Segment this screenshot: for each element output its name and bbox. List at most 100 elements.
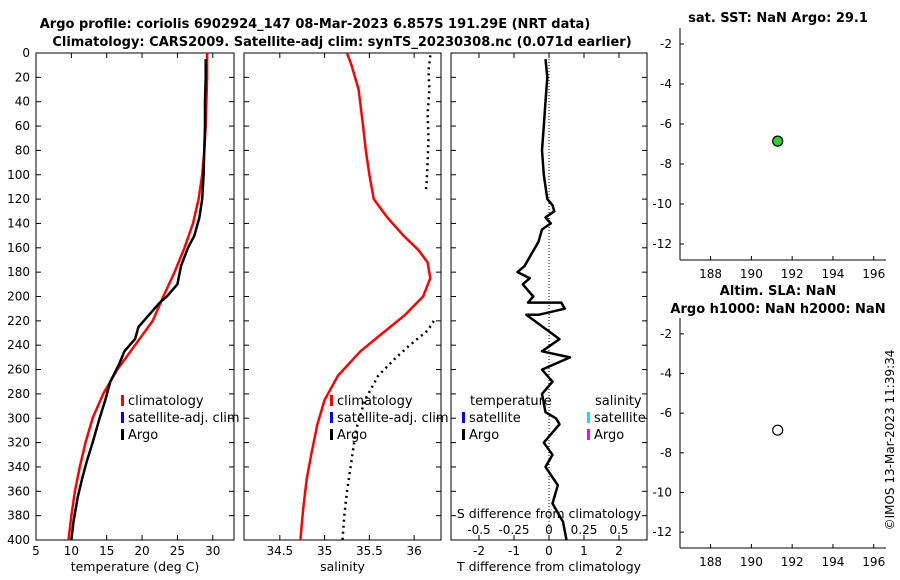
- temperature-xtick-label: 5: [32, 544, 40, 558]
- temperature-ytick-label: 360: [7, 484, 30, 498]
- difference-xtick-label: -2: [473, 544, 485, 558]
- difference-legend-t-satellite-swatch: [462, 412, 465, 423]
- temperature-ytick-label: 180: [7, 265, 30, 279]
- temperature-legend-climatology-label: climatology: [128, 394, 204, 409]
- salinity-xtick-label: 34.5: [266, 544, 293, 558]
- difference-legend-t-argo-label: Argo: [469, 428, 499, 443]
- p-sst-ytick-label: -4: [660, 77, 672, 91]
- difference-legend-s-satellite-label: satellite: [594, 411, 646, 426]
- temperature-ytick-label: 80: [15, 143, 30, 157]
- salinity-xtick-label: 35: [317, 544, 332, 558]
- figure-title-line2: Climatology: CARS2009. Satellite-adj cli…: [52, 35, 631, 50]
- temperature-ytick-label: 280: [7, 387, 30, 401]
- temperature-legend-satellite-swatch: [121, 412, 124, 423]
- p-sst-ytick-label: -10: [652, 197, 672, 211]
- salinity-climatology-line: [299, 52, 432, 541]
- difference-s-tick-label: -0.5: [467, 523, 490, 537]
- salinity-argo-line-upper: [424, 55, 432, 194]
- p-sla-xtick-label: 188: [699, 555, 722, 569]
- p-sla-point: [772, 424, 784, 436]
- temperature-ytick-label: 340: [7, 460, 30, 474]
- difference-xtick-label: -1: [508, 544, 520, 558]
- difference-legend-salinity-title: salinity: [595, 394, 642, 409]
- sst-map-panel: -2 -4 -6 -8 -10 -12 188 190 192 194 196 sat. SST: N…: [652, 11, 886, 281]
- difference-legend-s-argo-swatch: [587, 429, 590, 440]
- salinity-panel: 34.5 35 35.5 36 salinity climatology satellite…: [243, 52, 449, 574]
- p-sla-ytick-label: -2: [660, 327, 672, 341]
- p-sst-title: sat. SST: NaN Argo: 29.1: [688, 11, 868, 26]
- difference-legend-t-satellite-label: satellite: [469, 411, 521, 426]
- p-sst-xtick-label: 190: [740, 267, 763, 281]
- difference-xtick-label: 0: [545, 544, 553, 558]
- difference-s-tick-label: 0.25: [571, 523, 598, 537]
- p-sst-xtick-label: 194: [822, 267, 845, 281]
- p-sla-title: Argo h1000: NaN h2000: NaN: [670, 302, 885, 317]
- p-sla-xtick-label: 192: [781, 555, 804, 569]
- p-sla-ytick-label: -12: [652, 525, 672, 539]
- temperature-ytick-label: 240: [7, 338, 30, 352]
- salinity-legend-climatology-label: climatology: [337, 394, 413, 409]
- temperature-climatology-line: [67, 53, 209, 541]
- difference-s-tick-label: 0.5: [609, 523, 628, 537]
- temperature-ytick-label: 200: [7, 290, 30, 304]
- temperature-xlabel: temperature (deg C): [71, 559, 200, 574]
- p-sst-xtick-label: 188: [699, 267, 722, 281]
- p-sla-title: Altim. SLA: NaN: [720, 284, 836, 299]
- difference-panel: -2 -1 0 1 2T difference from climatology S di…: [450, 52, 648, 574]
- temperature-xtick-label: 15: [99, 544, 114, 558]
- temperature-ytick-label: 160: [7, 241, 30, 255]
- difference-legend-s-satellite-swatch: [587, 412, 590, 423]
- temperature-legend-climatology-swatch: [121, 395, 124, 406]
- temperature-ytick-label: 140: [7, 216, 30, 230]
- temperature-ytick-label: 320: [7, 436, 30, 450]
- p-sst-xtick-label: 196: [862, 267, 885, 281]
- temperature-legend-argo-label: Argo: [128, 428, 158, 443]
- salinity-frame: [243, 52, 442, 541]
- p-sla-ytick-label: -6: [660, 406, 672, 420]
- difference-s-xlabel: S difference from climatology: [457, 506, 642, 521]
- p-sla-ytick-label: -10: [652, 485, 672, 499]
- timestamp: ©IMOS 13-Mar-2023 11:39:34: [883, 350, 897, 531]
- p-sla-xtick-label: 190: [740, 555, 763, 569]
- p-sla-ytick-label: -4: [660, 367, 672, 381]
- salinity-legend-climatology-swatch: [330, 395, 333, 406]
- difference-s-tick-label: 0: [545, 523, 553, 537]
- p-sst-point: [772, 135, 784, 147]
- p-sst-ytick-label: -12: [652, 237, 672, 251]
- temperature-ytick-label: 220: [7, 314, 30, 328]
- temperature-ytick-label: 20: [15, 70, 30, 84]
- salinity-legend-argo-label: Argo: [337, 428, 367, 443]
- salinity-legend-satellite-label: satellite-adj. clim: [337, 411, 449, 426]
- temperature-xtick-label: 25: [170, 544, 185, 558]
- temperature-ytick-label: 60: [15, 119, 30, 133]
- temperature-ytick-label: 400: [7, 533, 30, 547]
- salinity-xtick-label: 36: [406, 544, 421, 558]
- p-sla-xtick-label: 196: [862, 555, 885, 569]
- difference-t-line: [516, 58, 572, 541]
- p-sla-xtick-label: 194: [822, 555, 845, 569]
- difference-s-tick-label: -0.25: [498, 523, 529, 537]
- sla-map-panel: -2 -4 -6 -8 -10 -12 188 190 192 194 196 Altim. SLA:…: [652, 284, 886, 569]
- temperature-argo-line: [70, 59, 207, 541]
- temperature-ytick-label: 40: [15, 95, 30, 109]
- salinity-xtick-label: 35.5: [356, 544, 383, 558]
- temperature-panel: 0 20 40 60 80 100 120 140 160 180 200 220 240 260 280 3…: [7, 46, 240, 574]
- temperature-ytick-label: 300: [7, 411, 30, 425]
- temperature-ytick-label: 380: [7, 509, 30, 523]
- salinity-legend-satellite-swatch: [330, 412, 333, 423]
- temperature-xtick-label: 10: [64, 544, 79, 558]
- temperature-ytick-label: 120: [7, 192, 30, 206]
- difference-xlabel: T difference from climatology: [456, 559, 642, 574]
- difference-xtick-label: 1: [580, 544, 588, 558]
- p-sst-ytick-label: -8: [660, 157, 672, 171]
- p-sst-ytick-label: -6: [660, 117, 672, 131]
- difference-legend-temperature-title: temperature: [470, 394, 552, 409]
- salinity-legend-argo-swatch: [330, 429, 333, 440]
- figure-title-line1: Argo profile: coriolis 6902924_147 08-Ma…: [40, 17, 591, 32]
- temperature-xtick-label: 30: [205, 544, 220, 558]
- temperature-legend-satellite-label: satellite-adj. clim: [128, 411, 240, 426]
- temperature-xtick-label: 20: [134, 544, 149, 558]
- salinity-xlabel: salinity: [320, 559, 365, 574]
- p-sst-ytick-label: -2: [660, 37, 672, 51]
